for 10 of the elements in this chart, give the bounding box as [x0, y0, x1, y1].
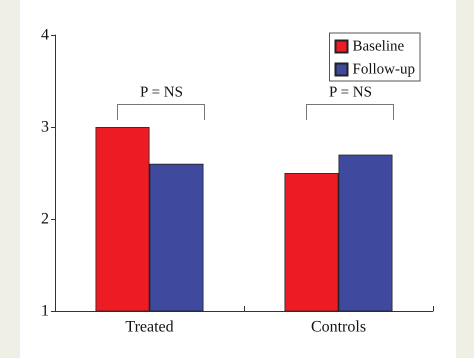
legend-label: Baseline	[352, 38, 404, 54]
legend-label: Follow-up	[352, 62, 416, 78]
y-tick-label: 3	[41, 118, 49, 136]
x-tick-label: Treated	[125, 318, 174, 336]
y-tick-label: 2	[41, 210, 49, 228]
y-tick-label: 1	[41, 302, 49, 320]
annotation: P = NS	[329, 84, 372, 100]
y-tick-label: 4	[41, 26, 49, 44]
annotation: P = NS	[140, 84, 183, 100]
x-tick-label: Controls	[310, 318, 366, 336]
